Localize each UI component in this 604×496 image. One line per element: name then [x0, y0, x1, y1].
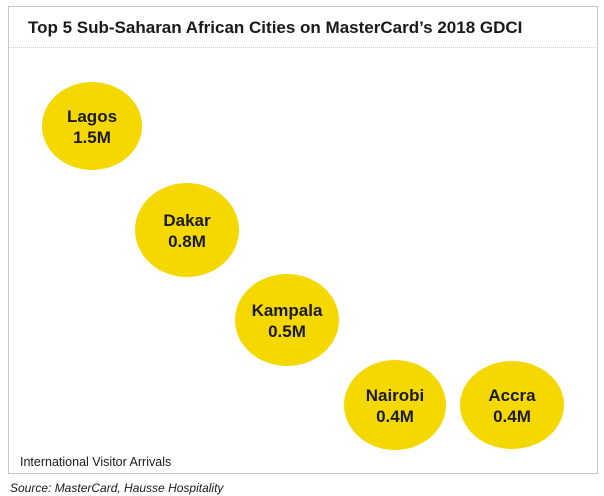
bubble-city-label: Lagos	[67, 107, 117, 126]
bubble-city-label: Accra	[488, 386, 536, 405]
bubble-city-label: Kampala	[252, 301, 323, 320]
metric-label: International Visitor Arrivals	[20, 455, 172, 469]
bubble-city-label: Dakar	[163, 211, 211, 230]
bubble-nairobi: Nairobi 0.4M	[344, 360, 446, 450]
bubble-accra: Accra 0.4M	[460, 361, 564, 449]
bubble-value-label: 0.4M	[376, 407, 414, 426]
bubble-shape-dakar	[135, 183, 239, 277]
bubble-lagos: Lagos 1.5M	[42, 82, 142, 170]
bubble-value-label: 1.5M	[73, 128, 111, 147]
source-note: Source: MasterCard, Hausse Hospitality	[10, 481, 224, 495]
bubble-kampala: Kampala 0.5M	[235, 274, 339, 366]
bubble-city-label: Nairobi	[366, 386, 425, 405]
bubble-shape-accra	[460, 361, 564, 449]
title-divider	[8, 47, 598, 48]
bubble-dakar: Dakar 0.8M	[135, 183, 239, 277]
bubble-value-label: 0.8M	[168, 232, 206, 251]
bubble-shape-nairobi	[344, 360, 446, 450]
chart-title: Top 5 Sub-Saharan African Cities on Mast…	[28, 18, 523, 37]
bubble-shape-kampala	[235, 274, 339, 366]
bubble-shape-lagos	[42, 82, 142, 170]
bubble-value-label: 0.4M	[493, 407, 531, 426]
bubble-value-label: 0.5M	[268, 322, 306, 341]
